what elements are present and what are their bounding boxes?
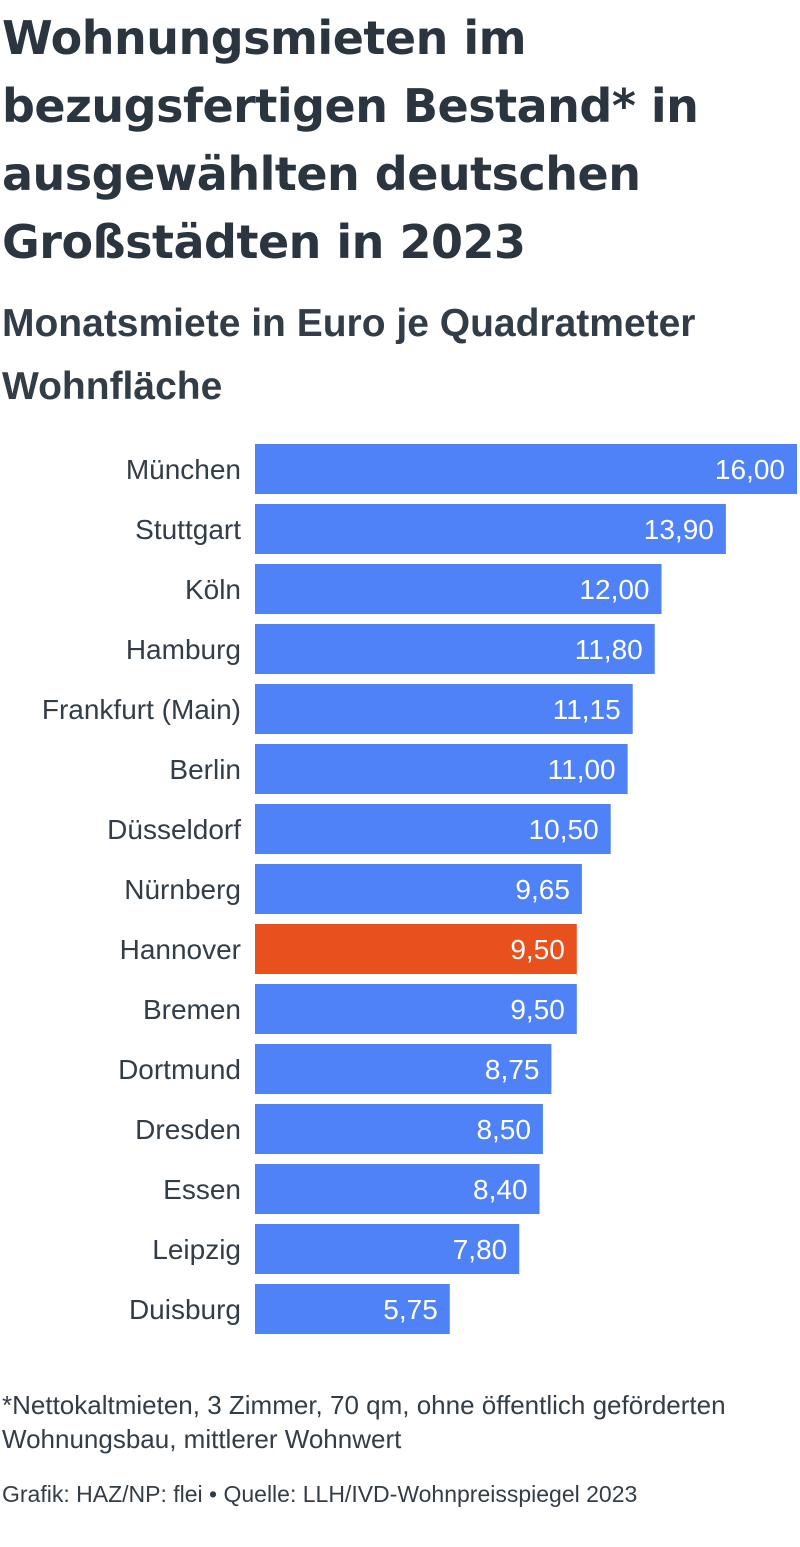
category-label-berlin: Berlin [169,754,241,785]
bar-essen [255,1164,540,1214]
bar-köln [255,564,662,614]
value-label-essen: 8,40 [473,1174,528,1205]
bar-nürnberg [255,864,582,914]
category-label-köln: Köln [185,574,241,605]
bar-münchen [255,444,797,494]
value-label-stuttgart: 13,90 [644,514,714,545]
bar-berlin [255,744,628,794]
source-credit: Grafik: HAZ/NP: flei • Quelle: LLH/IVD-W… [2,1481,638,1507]
bar-dresden [255,1104,543,1154]
value-label-bremen: 9,50 [510,994,565,1025]
bar-hamburg [255,624,655,674]
category-label-frankfurt-main: Frankfurt (Main) [42,694,241,725]
bar-frankfurt-main [255,684,633,734]
category-label-leipzig: Leipzig [152,1234,241,1265]
value-label-berlin: 11,00 [548,754,616,785]
value-label-münchen: 16,00 [715,454,785,485]
category-label-essen: Essen [163,1174,241,1205]
category-label-dresden: Dresden [135,1114,241,1145]
value-label-hannover: 9,50 [510,934,565,965]
bar-chart: München 16,00 Stuttgart 13,90 Köln 12,00 Hambu… [42,444,797,1334]
category-label-düsseldorf: Düsseldorf [107,814,241,845]
bar-dortmund [255,1044,552,1094]
bar-duisburg [255,1284,450,1334]
value-label-duisburg: 5,75 [383,1294,438,1325]
value-label-leipzig: 7,80 [453,1234,508,1265]
bar-bremen [255,984,577,1034]
category-label-nürnberg: Nürnberg [124,874,241,905]
category-label-hannover: Hannover [120,934,241,965]
value-label-frankfurt-main: 11,15 [553,694,621,725]
value-label-nürnberg: 9,65 [515,874,570,905]
category-label-münchen: München [126,454,241,485]
category-label-hamburg: Hamburg [126,634,241,665]
bar-hannover [255,924,577,974]
value-label-dresden: 8,50 [476,1114,531,1145]
value-label-dortmund: 8,75 [485,1054,540,1085]
bar-leipzig [255,1224,520,1274]
category-label-duisburg: Duisburg [129,1294,241,1325]
bar-stuttgart [255,504,726,554]
footnote: *Nettokaltmieten, 3 Zimmer, 70 qm, ohne … [2,1390,726,1454]
chart-subtitle: Monatsmiete in Euro je Quadratmeter Wohn… [2,302,696,408]
value-label-düsseldorf: 10,50 [529,814,599,845]
category-label-stuttgart: Stuttgart [135,514,241,545]
value-label-hamburg: 11,80 [575,634,643,665]
category-label-dortmund: Dortmund [118,1054,241,1085]
value-label-köln: 12,00 [579,574,649,605]
chart-title: Wohnungsmieten im bezugsfertigen Bestand… [2,11,699,269]
category-label-bremen: Bremen [143,994,241,1025]
bar-düsseldorf [255,804,611,854]
